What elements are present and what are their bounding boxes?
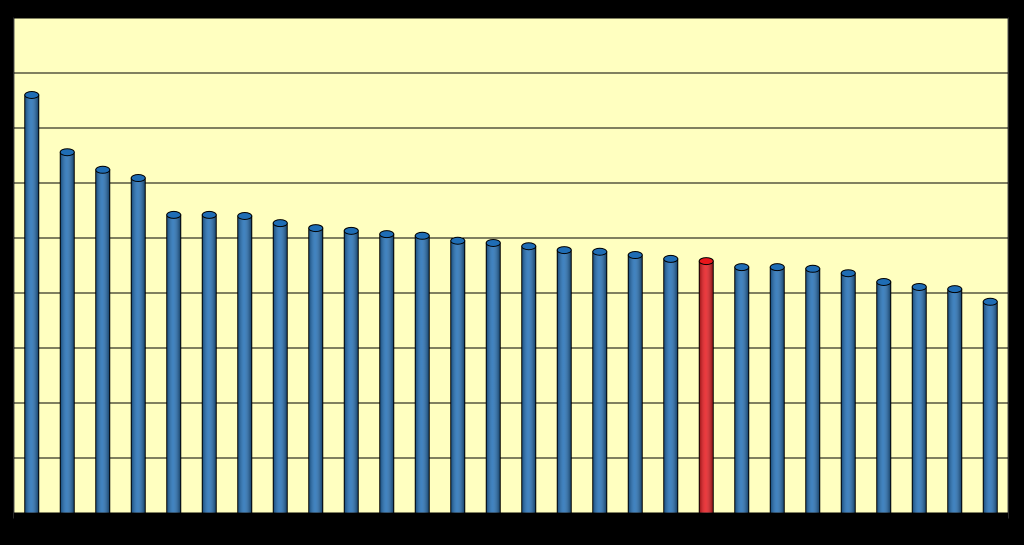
bar-shade — [734, 267, 749, 513]
bar-shade — [663, 258, 678, 513]
bar-cap — [95, 165, 111, 174]
floor — [14, 513, 1008, 522]
bar-shade — [415, 235, 430, 514]
bar-cap — [769, 263, 785, 272]
bar-shade — [699, 261, 714, 513]
bar-shade — [202, 214, 217, 513]
bar-cap — [663, 254, 679, 263]
bar-shade — [557, 250, 572, 513]
bar-cap — [911, 282, 927, 291]
bar-shade — [450, 240, 465, 513]
bar-cap — [130, 174, 146, 183]
bar-shade — [592, 251, 607, 513]
bar-cap — [414, 231, 430, 240]
bar-cap — [592, 247, 608, 256]
bar-cap — [237, 212, 253, 220]
bar-shade — [273, 223, 288, 513]
bar-cap — [24, 91, 40, 99]
bar-cap — [272, 219, 288, 228]
bar-shade — [24, 95, 39, 513]
bar-cap — [805, 264, 821, 273]
bar-shade — [60, 152, 75, 513]
bar-shade — [344, 230, 359, 513]
bar-cap — [343, 226, 359, 235]
bar-cap — [166, 210, 182, 219]
bar-shade — [841, 273, 856, 513]
bar-shade — [912, 286, 927, 513]
bar-cap — [59, 148, 75, 157]
bar-cap — [450, 236, 466, 245]
bar-cap — [521, 242, 537, 251]
bar-cap — [840, 269, 856, 278]
bar-shade — [521, 246, 536, 513]
bar-cap — [947, 285, 963, 294]
plot-area — [13, 17, 1009, 519]
bar-shade — [379, 234, 394, 513]
bar-shade — [486, 242, 501, 513]
bar-shade — [131, 178, 146, 514]
bar-shade — [237, 216, 252, 513]
bar-shade — [95, 169, 110, 514]
bar-cap — [698, 257, 714, 266]
bar-shade — [308, 228, 323, 513]
bar-cap — [201, 210, 217, 219]
bar-shade — [770, 267, 785, 513]
bar-cap — [734, 263, 750, 272]
bar-cap — [485, 238, 501, 247]
bar-shade — [166, 214, 181, 513]
bar-shade — [947, 289, 962, 513]
bar-shade — [628, 255, 643, 514]
bar-cap — [982, 297, 998, 306]
bar-cap — [876, 278, 892, 286]
bar-cap — [379, 230, 395, 239]
bar-cap — [556, 246, 572, 255]
bar-shade — [876, 282, 891, 513]
bar-shade — [805, 268, 820, 513]
bar-cap — [627, 251, 643, 260]
bar-shade — [983, 301, 998, 513]
bar-cap — [308, 224, 324, 233]
